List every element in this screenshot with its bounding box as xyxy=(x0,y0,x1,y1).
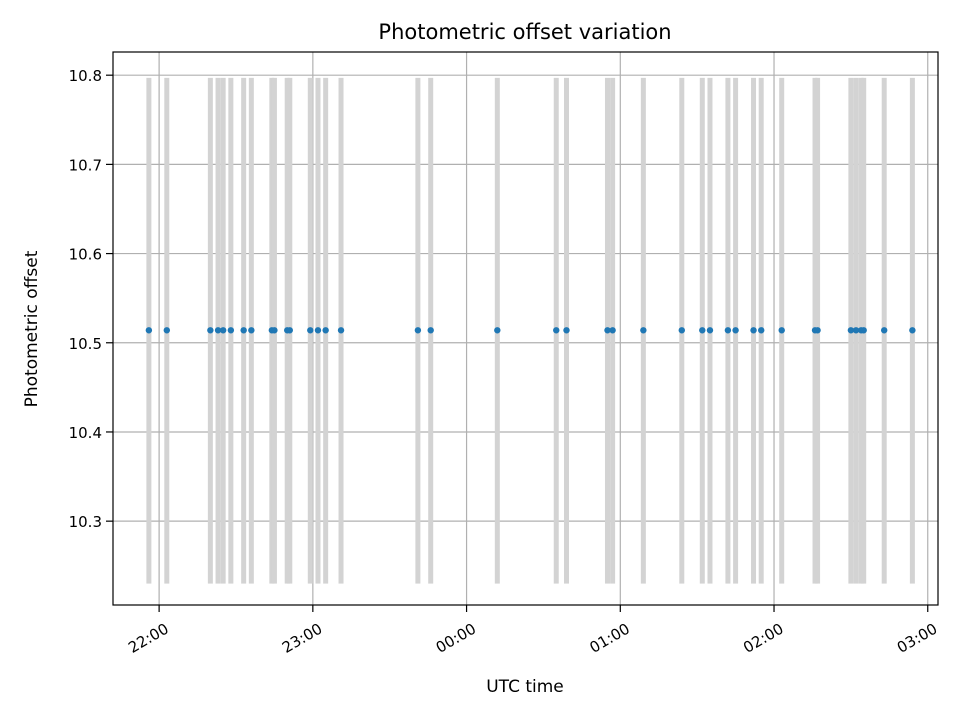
data-point xyxy=(814,327,821,334)
data-point xyxy=(609,327,616,334)
data-point xyxy=(240,327,247,334)
data-point xyxy=(337,327,345,334)
data-point xyxy=(699,327,706,334)
data-point xyxy=(750,327,757,334)
data-point xyxy=(248,327,255,334)
data-point xyxy=(880,327,888,334)
chart-title: Photometric offset variation xyxy=(378,20,671,44)
data-point xyxy=(604,327,611,334)
y-tick-label: 10.5 xyxy=(69,335,102,353)
data-point xyxy=(706,327,714,334)
data-point xyxy=(214,327,222,334)
data-point xyxy=(219,327,227,334)
data-point xyxy=(163,327,171,334)
y-tick-label: 10.3 xyxy=(69,513,102,531)
data-point xyxy=(427,327,434,334)
data-point xyxy=(847,327,855,334)
data-point xyxy=(724,327,732,334)
data-point xyxy=(314,327,322,334)
data-point xyxy=(145,327,153,334)
data-point xyxy=(640,327,647,334)
y-tick-label: 10.6 xyxy=(69,246,102,264)
data-point xyxy=(271,327,278,334)
data-point xyxy=(909,327,916,334)
data-point xyxy=(414,327,422,334)
plot-frame xyxy=(112,51,939,606)
data-point xyxy=(307,327,314,334)
data-point xyxy=(286,327,293,334)
y-tick-label: 10.4 xyxy=(69,424,102,442)
points-layer xyxy=(145,327,916,334)
data-point xyxy=(322,327,329,334)
data-point xyxy=(852,327,860,334)
y-tick-label: 10.7 xyxy=(69,156,102,174)
y-axis-label: Photometric offset xyxy=(22,250,42,407)
data-point xyxy=(563,327,570,334)
data-point xyxy=(732,327,739,334)
data-point xyxy=(678,327,685,334)
data-point xyxy=(553,327,560,334)
data-point xyxy=(494,327,501,334)
data-point xyxy=(758,327,765,334)
data-point xyxy=(778,327,785,334)
x-axis-label: UTC time xyxy=(486,677,564,697)
data-point xyxy=(207,327,214,334)
data-point xyxy=(860,327,867,334)
y-tick-label: 10.8 xyxy=(69,67,102,85)
y-axis: 10.3 10.4 10.5 10.6 10.7 10.8 xyxy=(69,67,113,531)
data-point xyxy=(227,327,235,334)
